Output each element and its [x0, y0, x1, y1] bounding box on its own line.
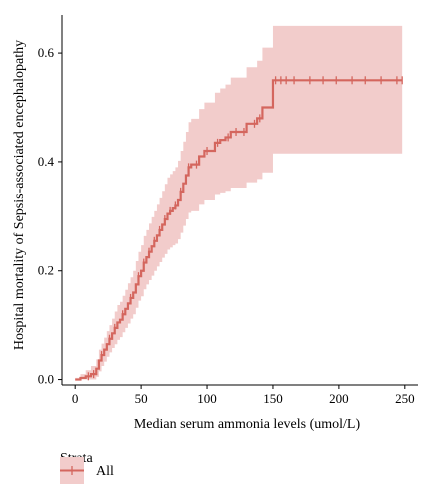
x-tick-label: 50 [135, 391, 148, 406]
confidence-band [75, 25, 403, 380]
y-tick-label: 0.6 [38, 45, 55, 60]
x-tick-label: 200 [329, 391, 349, 406]
x-tick-label: 100 [197, 391, 217, 406]
x-axis-title: Median serum ammonia levels (umol/L) [134, 417, 361, 432]
y-tick-label: 0.4 [38, 154, 55, 169]
y-axis: 0.0 0.2 0.4 0.6 [38, 45, 62, 387]
x-axis: 0 50 100 150 200 250 [72, 385, 415, 406]
legend: All [60, 457, 114, 484]
y-tick-label: 0.2 [38, 263, 54, 278]
plot-area [61, 15, 418, 386]
x-tick-label: 250 [395, 391, 415, 406]
x-tick-label: 150 [263, 391, 283, 406]
y-axis-title: Hospital mortality of Sepsis-associated … [12, 40, 27, 350]
legend-label-all: All [96, 464, 114, 479]
y-tick-label: 0.0 [38, 372, 54, 387]
x-tick-label: 0 [72, 391, 79, 406]
